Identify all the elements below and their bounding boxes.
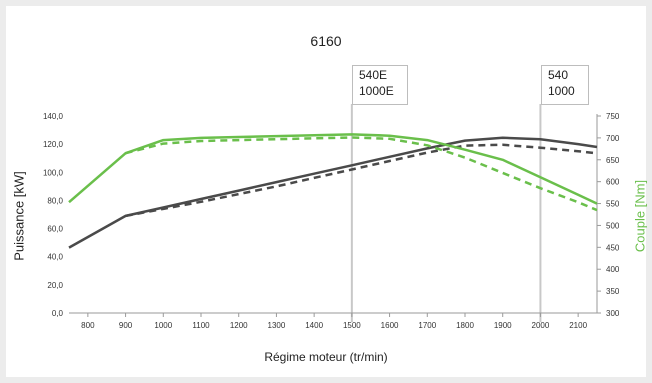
x-tick-label: 1300	[268, 321, 286, 330]
y-tick-label: 20,0	[47, 281, 63, 290]
x-tick-label: 800	[81, 321, 95, 330]
y-tick-label: 60,0	[47, 225, 63, 234]
y2-tick-label: 300	[606, 309, 620, 318]
y2-tick-label: 550	[606, 200, 620, 209]
x-tick-label: 1100	[192, 321, 210, 330]
x-tick-label: 2000	[532, 321, 550, 330]
power-solid-line	[68, 136, 598, 249]
x-tick-label: 1400	[305, 321, 323, 330]
y-tick-label: 100,0	[43, 168, 64, 177]
y-tick-label: 40,0	[47, 253, 63, 262]
y2-tick-label: 650	[606, 156, 620, 165]
y2-tick-label: 750	[606, 112, 620, 121]
y2-tick-label: 700	[606, 134, 620, 143]
y2-tick-label: 400	[606, 265, 620, 274]
x-tick-label: 1600	[381, 321, 399, 330]
marker-label-540e: 540E 1000E	[352, 65, 408, 105]
chart-title: 6160	[310, 33, 342, 49]
y-axis-label-left: Puissance [kW]	[11, 171, 27, 261]
y-axis-label-right: Couple [Nm]	[632, 179, 648, 253]
x-axis-label: Régime moteur (tr/min)	[264, 350, 388, 364]
y-tick-label: 80,0	[47, 196, 63, 205]
y-tick-label: 0,0	[52, 309, 64, 318]
torque-solid-line	[68, 133, 598, 205]
marker-label-540: 540 1000	[541, 65, 589, 105]
x-tick-label: 1800	[456, 321, 474, 330]
y-tick-label: 140,0	[43, 112, 64, 121]
y-tick-label: 120,0	[43, 140, 64, 149]
chart-panel	[6, 6, 646, 377]
y2-tick-label: 350	[606, 287, 620, 296]
y2-tick-label: 450	[606, 243, 620, 252]
x-tick-label: 1000	[154, 321, 172, 330]
x-tick-label: 2100	[569, 321, 587, 330]
x-tick-label: 1700	[418, 321, 436, 330]
y2-tick-label: 600	[606, 178, 620, 187]
y2-tick-label: 500	[606, 221, 620, 230]
torque-dashed-line	[125, 136, 598, 212]
x-tick-label: 1500	[343, 321, 361, 330]
power-dashed-line	[125, 143, 598, 218]
x-tick-label: 1900	[494, 321, 512, 330]
x-tick-label: 1200	[230, 321, 248, 330]
x-tick-label: 900	[119, 321, 133, 330]
